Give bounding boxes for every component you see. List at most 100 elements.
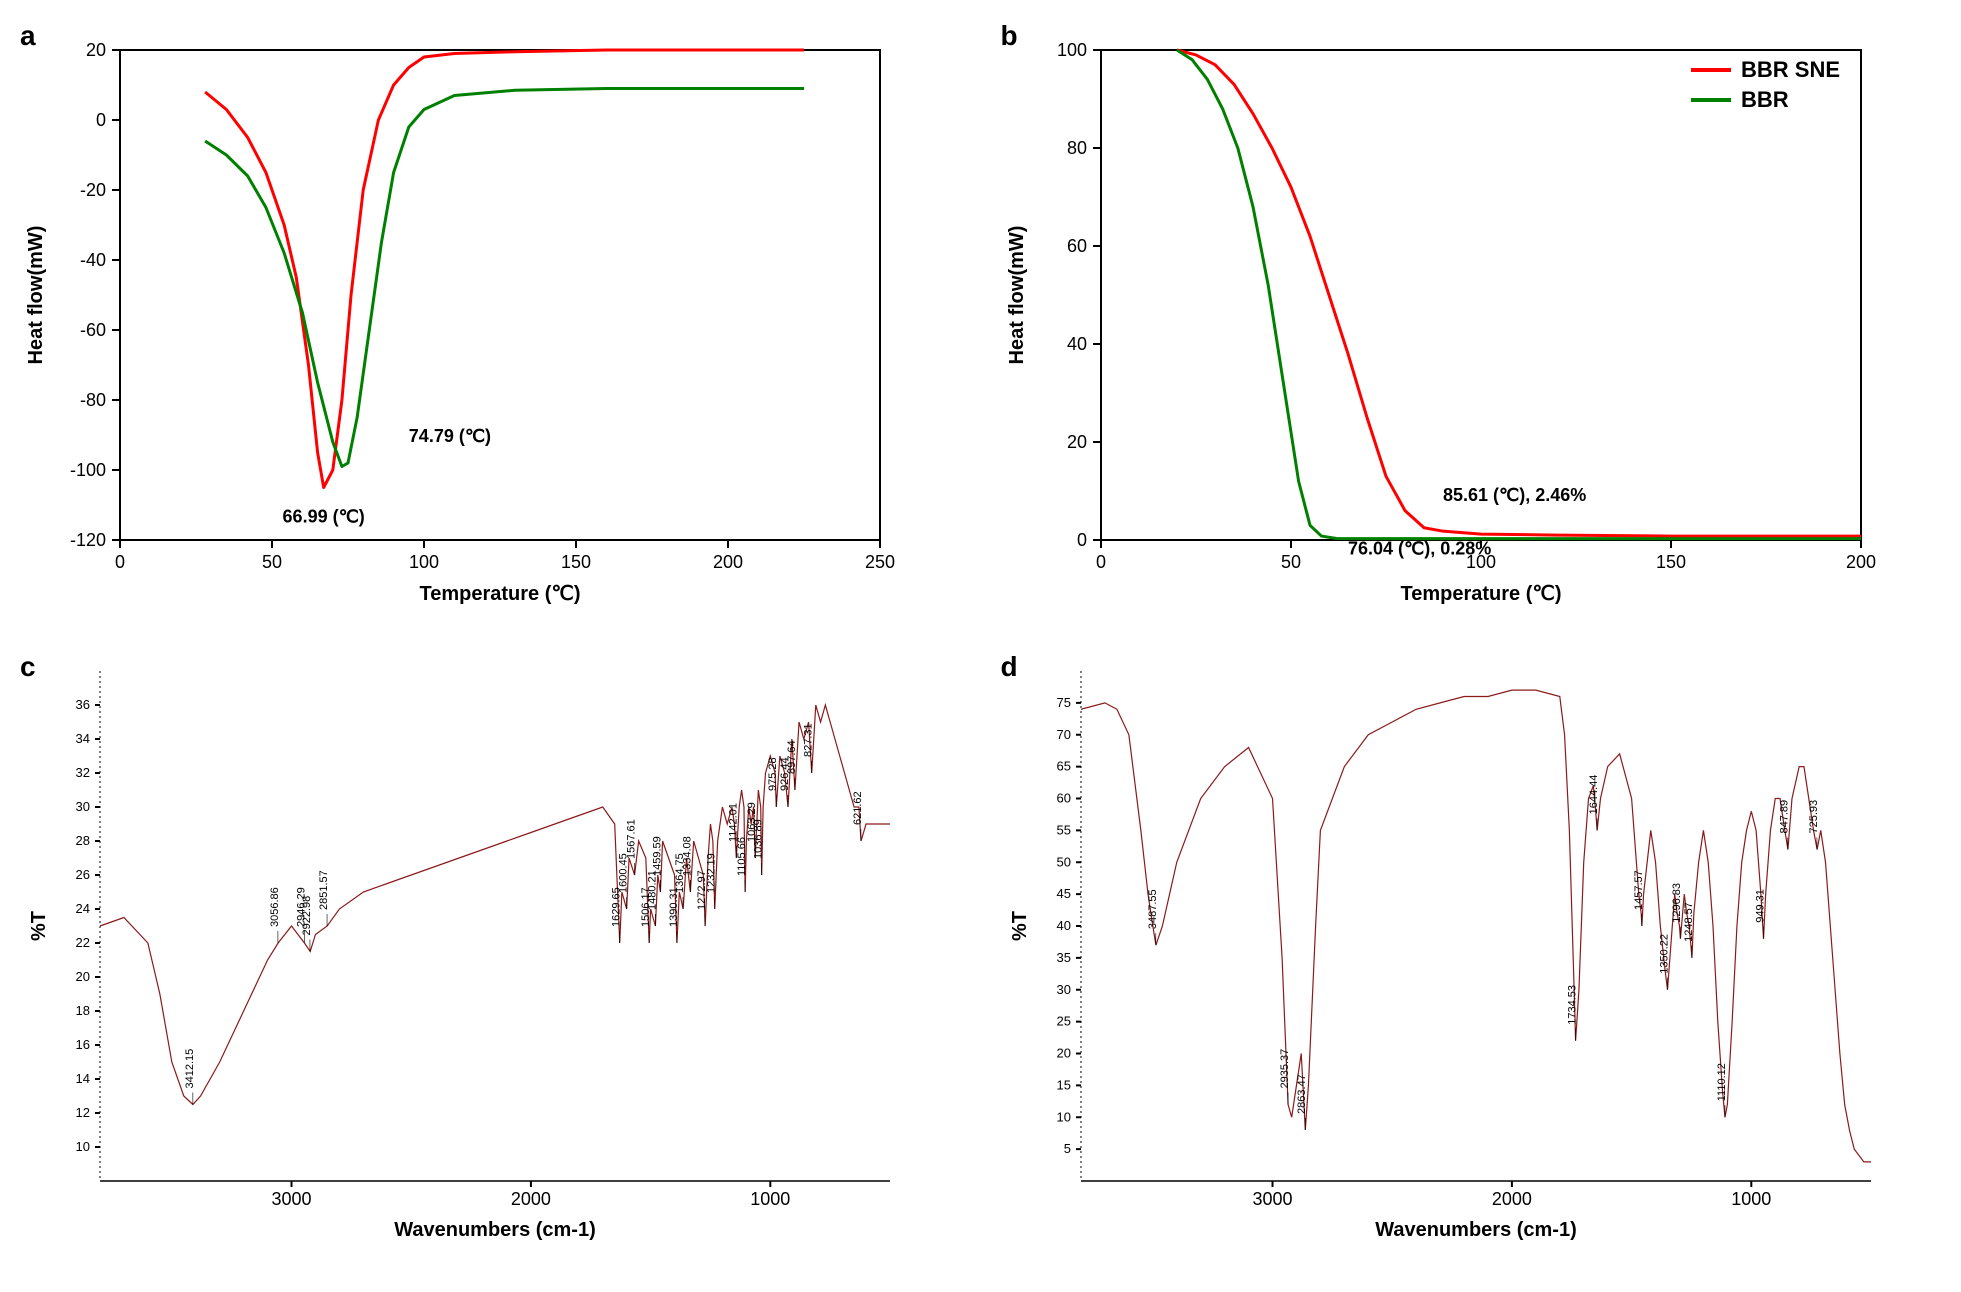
svg-text:14: 14 <box>76 1071 90 1086</box>
svg-text:1142.01: 1142.01 <box>727 803 739 842</box>
chart-a: 050100150200250-120-100-80-60-40-20020Te… <box>20 20 920 620</box>
svg-text:15: 15 <box>1056 1077 1070 1092</box>
panel-d-label: d <box>1001 651 1018 683</box>
svg-text:725.93: 725.93 <box>1807 800 1819 834</box>
svg-text:Wavenumbers (cm-1): Wavenumbers (cm-1) <box>394 1219 596 1241</box>
svg-text:66.99 (℃): 66.99 (℃) <box>283 507 365 527</box>
svg-text:22: 22 <box>76 935 90 950</box>
svg-text:75: 75 <box>1056 695 1070 710</box>
svg-text:0: 0 <box>115 552 125 572</box>
svg-text:%T: %T <box>28 911 50 941</box>
svg-text:16: 16 <box>76 1037 90 1052</box>
svg-text:150: 150 <box>561 552 591 572</box>
svg-text:2000: 2000 <box>511 1189 551 1209</box>
panel-b-label: b <box>1001 20 1018 52</box>
svg-text:1036.89: 1036.89 <box>752 819 764 859</box>
svg-text:2000: 2000 <box>1491 1189 1531 1209</box>
svg-text:100: 100 <box>409 552 439 572</box>
svg-text:2935.37: 2935.37 <box>1278 1049 1290 1089</box>
svg-text:1350.22: 1350.22 <box>1658 934 1670 974</box>
svg-text:%T: %T <box>1009 911 1031 941</box>
svg-text:1232.19: 1232.19 <box>706 853 718 893</box>
chart-b: 050100150200020406080100Temperature (℃)H… <box>1001 20 1901 620</box>
svg-text:20: 20 <box>76 969 90 984</box>
svg-text:621.62: 621.62 <box>852 791 864 825</box>
svg-text:40: 40 <box>1066 334 1086 354</box>
svg-text:975.28: 975.28 <box>767 757 779 791</box>
svg-text:0: 0 <box>1095 552 1105 572</box>
svg-text:2922.98: 2922.98 <box>301 896 313 936</box>
svg-text:-80: -80 <box>80 390 106 410</box>
svg-text:3412.15: 3412.15 <box>184 1049 196 1089</box>
svg-text:BBR SNE: BBR SNE <box>1741 57 1840 82</box>
svg-text:1459.59: 1459.59 <box>651 836 663 876</box>
panel-c: c 30002000100010121416182022242628303234… <box>20 651 961 1272</box>
svg-text:949.31: 949.31 <box>1754 889 1766 923</box>
svg-text:1296.83: 1296.83 <box>1671 883 1683 923</box>
svg-text:20: 20 <box>1066 432 1086 452</box>
svg-text:100: 100 <box>1056 40 1086 60</box>
svg-text:60: 60 <box>1056 791 1070 806</box>
svg-text:65: 65 <box>1056 759 1070 774</box>
svg-text:60: 60 <box>1066 236 1086 256</box>
svg-text:897.64: 897.64 <box>786 740 798 774</box>
svg-text:76.04 (℃), 0.28%: 76.04 (℃), 0.28% <box>1348 539 1491 559</box>
svg-text:1248.57: 1248.57 <box>1682 902 1694 942</box>
svg-text:55: 55 <box>1056 822 1070 837</box>
svg-text:Heat flow(mW): Heat flow(mW) <box>25 226 47 365</box>
svg-text:2863.47: 2863.47 <box>1296 1074 1308 1114</box>
svg-text:Wavenumbers (cm-1): Wavenumbers (cm-1) <box>1375 1219 1577 1241</box>
svg-text:-20: -20 <box>80 180 106 200</box>
svg-text:26: 26 <box>76 867 90 882</box>
svg-text:70: 70 <box>1056 727 1070 742</box>
figure-grid: a 050100150200250-120-100-80-60-40-20020… <box>20 20 1941 1272</box>
svg-text:3487.55: 3487.55 <box>1146 889 1158 929</box>
svg-text:80: 80 <box>1066 138 1086 158</box>
svg-text:150: 150 <box>1655 552 1685 572</box>
svg-text:18: 18 <box>76 1003 90 1018</box>
svg-text:1110.12: 1110.12 <box>1715 1063 1727 1101</box>
chart-d: 3000 2000 1000 5 10 15 20 25 30 35 40 45 50 55 60 65 70 7… <box>1001 651 1901 1251</box>
svg-text:1457.57: 1457.57 <box>1632 870 1644 910</box>
panel-c-label: c <box>20 651 36 683</box>
svg-text:20: 20 <box>86 40 106 60</box>
svg-text:3056.86: 3056.86 <box>269 887 281 927</box>
svg-text:1000: 1000 <box>1731 1189 1771 1209</box>
svg-text:-120: -120 <box>70 530 106 550</box>
svg-text:3000: 3000 <box>1252 1189 1292 1209</box>
svg-text:827.31: 827.31 <box>803 723 815 757</box>
panel-d: d 3000 2000 1000 5 10 15 20 25 30 35 40 45 50 55 60 65 7… <box>1001 651 1942 1272</box>
svg-text:30: 30 <box>76 799 90 814</box>
svg-text:847.89: 847.89 <box>1778 800 1790 834</box>
svg-text:85.61 (℃), 2.46%: 85.61 (℃), 2.46% <box>1443 485 1586 505</box>
svg-text:28: 28 <box>76 833 90 848</box>
svg-text:-40: -40 <box>80 250 106 270</box>
chart-c: 3000200010001012141618202224262830323436… <box>20 651 920 1251</box>
svg-text:45: 45 <box>1056 886 1070 901</box>
svg-text:30: 30 <box>1056 982 1070 997</box>
svg-text:10: 10 <box>1056 1109 1070 1124</box>
svg-text:0: 0 <box>1076 530 1086 550</box>
svg-text:1734.53: 1734.53 <box>1566 985 1578 1025</box>
svg-text:25: 25 <box>1056 1014 1070 1029</box>
svg-text:20: 20 <box>1056 1046 1070 1061</box>
svg-text:1567.61: 1567.61 <box>625 819 637 859</box>
svg-text:5: 5 <box>1063 1141 1070 1156</box>
svg-text:12: 12 <box>76 1105 90 1120</box>
svg-text:34: 34 <box>76 731 90 746</box>
svg-text:-60: -60 <box>80 320 106 340</box>
svg-text:250: 250 <box>865 552 895 572</box>
svg-text:1000: 1000 <box>750 1189 790 1209</box>
svg-text:200: 200 <box>1845 552 1875 572</box>
panel-b: b 050100150200020406080100Temperature (℃… <box>1001 20 1942 641</box>
svg-text:Temperature (℃): Temperature (℃) <box>1400 583 1561 605</box>
svg-text:50: 50 <box>1056 854 1070 869</box>
svg-text:35: 35 <box>1056 950 1070 965</box>
svg-text:1334.08: 1334.08 <box>681 836 693 876</box>
svg-text:40: 40 <box>1056 918 1070 933</box>
svg-text:1644.44: 1644.44 <box>1588 775 1600 815</box>
svg-text:200: 200 <box>713 552 743 572</box>
svg-text:3000: 3000 <box>271 1189 311 1209</box>
svg-text:BBR: BBR <box>1741 87 1789 112</box>
panel-a-label: a <box>20 20 36 52</box>
